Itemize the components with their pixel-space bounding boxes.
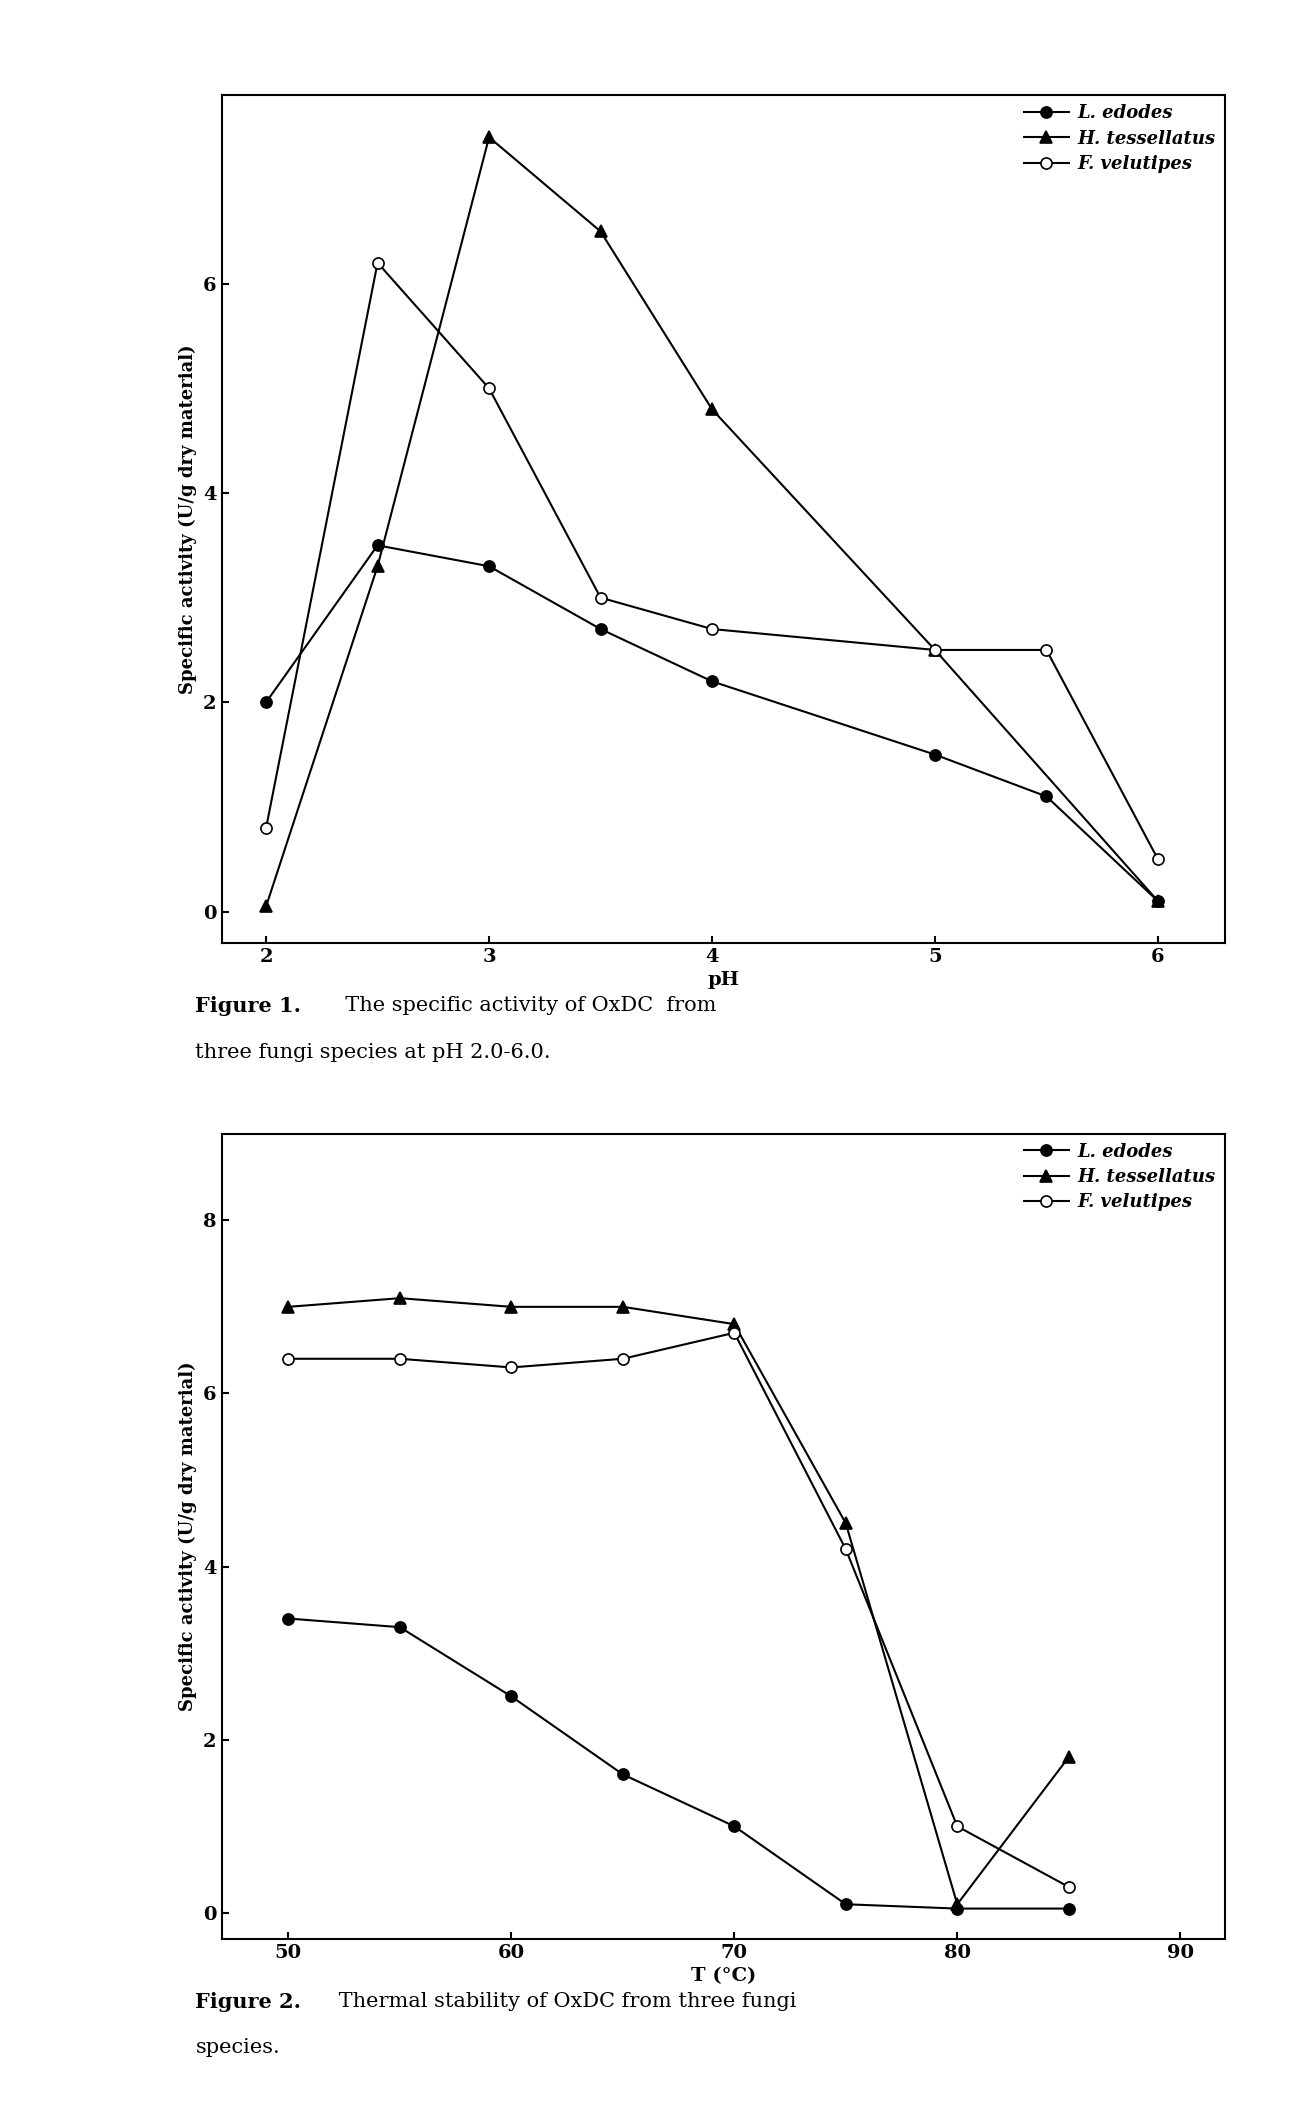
- Legend: L. edodes, H. tessellatus, F. velutipes: L. edodes, H. tessellatus, F. velutipes: [1023, 1142, 1216, 1212]
- Text: The specific activity of OxDC  from: The specific activity of OxDC from: [332, 996, 717, 1015]
- Text: three fungi species at pH 2.0-6.0.: three fungi species at pH 2.0-6.0.: [195, 1043, 551, 1062]
- X-axis label: T (°C): T (°C): [691, 1966, 756, 1986]
- Text: Figure 1.: Figure 1.: [195, 996, 301, 1015]
- Text: species.: species.: [195, 2038, 280, 2058]
- Y-axis label: Specific activity (U/g dry material): Specific activity (U/g dry material): [180, 1363, 198, 1710]
- X-axis label: pH: pH: [708, 971, 739, 990]
- Text: Thermal stability of OxDC from three fungi: Thermal stability of OxDC from three fun…: [332, 1992, 796, 2011]
- Y-axis label: Specific activity (U/g dry material): Specific activity (U/g dry material): [180, 345, 198, 693]
- Legend: L. edodes, H. tessellatus, F. velutipes: L. edodes, H. tessellatus, F. velutipes: [1023, 104, 1216, 174]
- Text: Figure 2.: Figure 2.: [195, 1992, 301, 2011]
